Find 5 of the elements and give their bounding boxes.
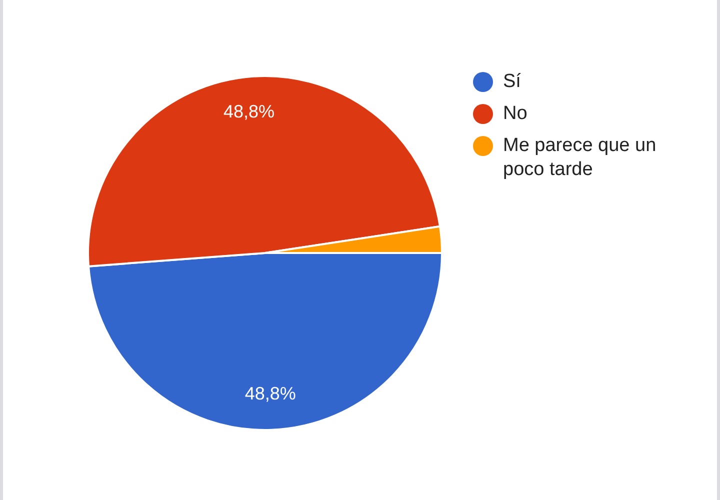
- legend-label: Me parece que un poco tarde: [503, 134, 658, 182]
- data-label: 48,8%: [244, 383, 296, 404]
- legend-label: No: [503, 102, 528, 126]
- legend-label: Sí: [503, 70, 521, 94]
- data-label: 48,8%: [223, 101, 275, 122]
